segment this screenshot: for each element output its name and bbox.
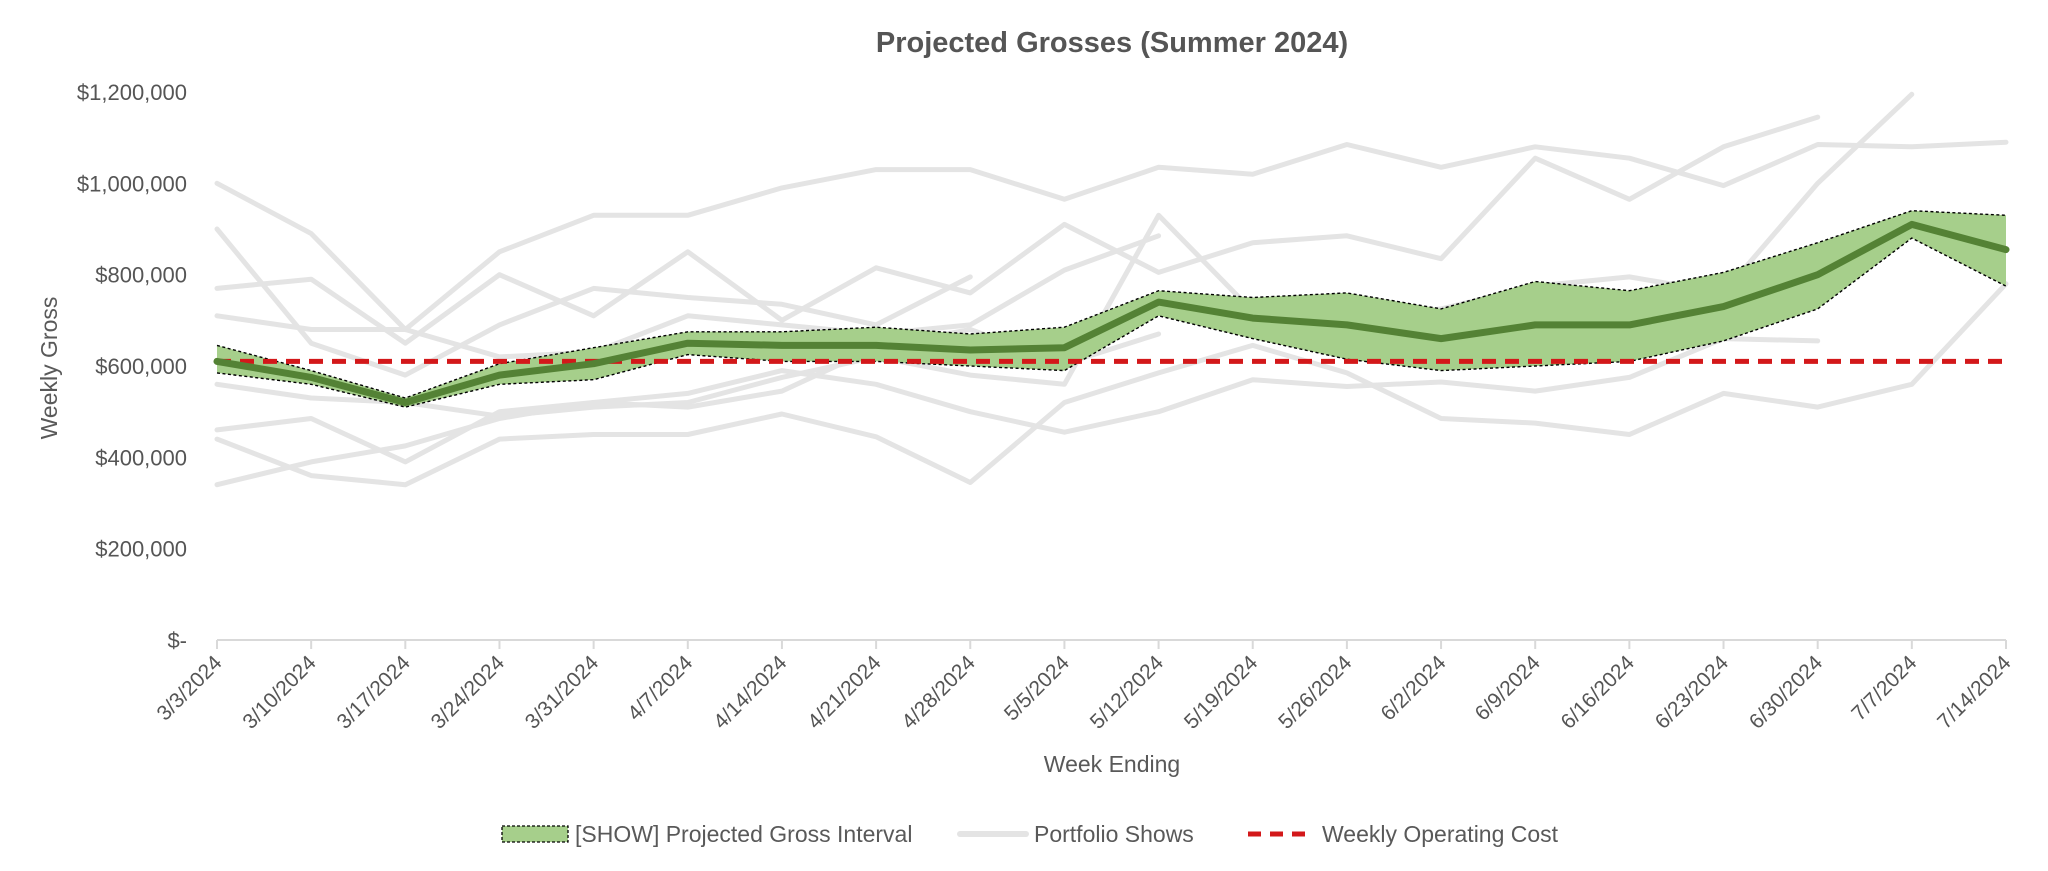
- chart-title: Projected Grosses (Summer 2024): [876, 27, 1348, 59]
- legend-label-operating-cost: Weekly Operating Cost: [1322, 821, 1559, 847]
- y-tick-label: $200,000: [95, 537, 187, 562]
- interval-upper-bound: [216, 209, 2007, 399]
- y-tick-label: $600,000: [95, 354, 187, 379]
- x-tick-label: 5/26/2024: [1274, 651, 1357, 734]
- legend-label-portfolio: Portfolio Shows: [1034, 821, 1194, 847]
- legend-item-interval[interactable]: [SHOW] Projected Gross Interval: [501, 821, 912, 847]
- x-tick-label: 3/10/2024: [238, 651, 321, 734]
- portfolio-lines: [214, 91, 2009, 488]
- portfolio-line-4: [214, 233, 1162, 360]
- interval-band: [216, 209, 2007, 408]
- portfolio-line-7: [214, 281, 2009, 488]
- projected-line-group: [213, 220, 2010, 406]
- portfolio-line-2: [214, 114, 1821, 346]
- x-axis-title: Week Ending: [1044, 751, 1180, 777]
- x-tick-label: 6/9/2024: [1471, 651, 1545, 725]
- x-tick-label: 4/14/2024: [709, 651, 792, 734]
- legend-item-operating-cost[interactable]: Weekly Operating Cost: [1248, 821, 1559, 847]
- interval-lower-bound: [216, 237, 2007, 408]
- x-tick-label: 7/7/2024: [1847, 651, 1921, 725]
- legend: [SHOW] Projected Gross Interval Portfoli…: [501, 821, 1559, 847]
- x-tick-label: 4/21/2024: [803, 651, 886, 734]
- axes: [216, 639, 2007, 649]
- y-axis-title: Weekly Gross: [36, 297, 62, 440]
- legend-label-interval: [SHOW] Projected Gross Interval: [575, 821, 912, 847]
- x-tick-labels: 3/3/2024 3/10/2024 3/17/2024 3/24/2024 3/31/…: [152, 651, 2015, 734]
- projected-gross-line: [213, 220, 2010, 406]
- x-tick-label: 5/19/2024: [1180, 651, 1263, 734]
- x-tick-label: 4/28/2024: [897, 651, 980, 734]
- y-tick-label: $400,000: [95, 445, 187, 470]
- x-tick-label: 3/3/2024: [152, 651, 226, 725]
- interval-area: [217, 210, 2006, 408]
- portfolio-line-1: [214, 139, 2009, 332]
- legend-swatch-interval: [501, 825, 569, 843]
- y-tick-label: $-: [167, 628, 187, 653]
- x-tick-label: 3/17/2024: [333, 651, 416, 734]
- x-tick-label: 6/2/2024: [1377, 651, 1451, 725]
- portfolio-line-6: [214, 336, 1821, 465]
- y-tick-label: $800,000: [95, 263, 187, 288]
- y-tick-label: $1,200,000: [77, 80, 187, 105]
- x-tick-label: 5/5/2024: [1000, 651, 1074, 725]
- x-tick-label: 6/16/2024: [1557, 651, 1640, 734]
- portfolio-line-3: [214, 226, 973, 378]
- legend-item-portfolio[interactable]: Portfolio Shows: [957, 821, 1194, 847]
- x-tick-label: 6/23/2024: [1651, 651, 1734, 734]
- x-tick-label: 4/7/2024: [623, 651, 697, 725]
- x-tick-label: 3/31/2024: [521, 651, 604, 734]
- x-tick-label: 6/30/2024: [1745, 651, 1828, 734]
- y-tick-labels: $- $200,000 $400,000 $600,000 $800,000 $1,000…: [77, 80, 187, 653]
- y-tick-label: $1,000,000: [77, 171, 187, 196]
- x-tick-label: 3/24/2024: [427, 651, 510, 734]
- x-tick-label: 7/14/2024: [1933, 651, 2016, 734]
- x-tick-label: 5/12/2024: [1086, 651, 1169, 734]
